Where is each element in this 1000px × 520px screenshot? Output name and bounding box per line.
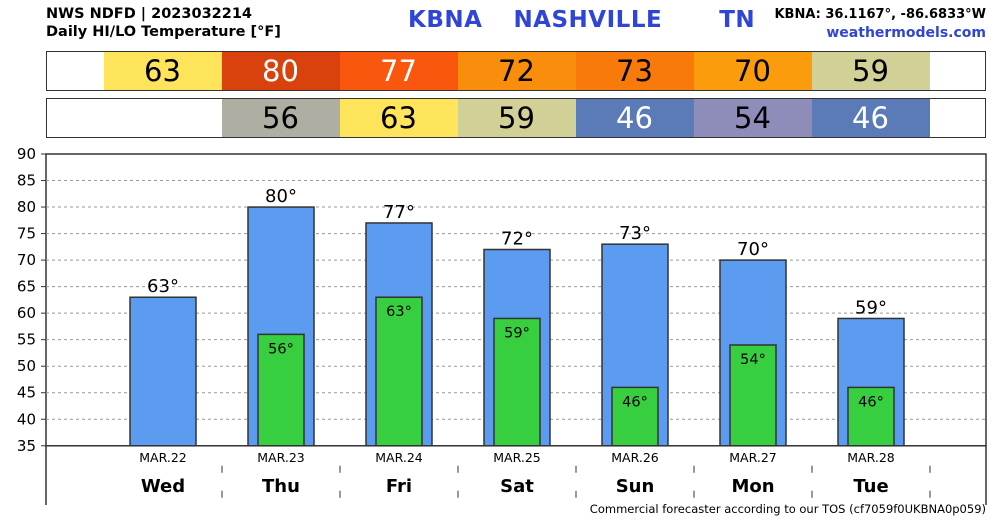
station-code: KBNA [408,7,483,33]
high-temp-label: 80° [265,186,297,207]
low-temp-label: 56° [268,341,294,357]
station-coords: KBNA: 36.1167°, -86.6833°W [774,7,986,22]
high-temp-bar [129,296,197,447]
location-title: KBNA NASHVILLE TN [408,7,755,33]
high-strip-cell-mar-27: 70 [693,52,812,90]
low-temp-label: 54° [740,352,766,368]
y-tick-label: 85 [17,172,36,190]
high-strip-cell-mar-23: 80 [221,52,340,90]
low-temp-strip: 56 63 59 46 54 46 [46,98,986,138]
low-temp-label: 46° [622,394,648,410]
x-day-label: Tue [853,476,888,497]
header-right: KBNA: 36.1167°, -86.6833°W weathermodels… [774,6,986,42]
high-temp-label: 73° [619,223,651,244]
low-temp-label: 46° [858,394,884,410]
high-temp-label: 70° [737,239,769,260]
high-strip-cell-mar-24: 77 [339,52,458,90]
x-date-label: MAR.25 [493,450,540,465]
y-tick-label: 50 [17,357,36,375]
x-date-label: MAR.24 [375,450,423,465]
y-tick-label: 90 [17,145,36,163]
y-tick-label: 35 [17,437,36,455]
y-tick-label: 40 [17,410,36,428]
header-left: NWS NDFD | 2023032214 Daily HI/LO Temper… [46,5,281,41]
low-strip-cell-mar-25: 59 [457,99,576,137]
y-tick-label: 75 [17,225,36,243]
high-temp-label: 59° [855,297,887,318]
high-temp-label: 72° [501,228,533,249]
low-temp-label: 63° [386,304,412,320]
high-temp-strip: 63 80 77 72 73 70 59 [46,51,986,91]
city-name: NASHVILLE [513,7,663,33]
low-strip-cell-mar-27: 54 [693,99,812,137]
y-tick-label: 45 [17,384,36,402]
x-day-label: Mon [731,476,774,497]
low-temp-label: 59° [504,325,530,341]
x-day-label: Sun [616,476,655,497]
x-date-label: MAR.26 [611,450,659,465]
low-temp-bar [611,386,659,447]
x-date-label: MAR.23 [257,450,304,465]
y-tick-label: 70 [17,251,36,269]
high-strip-cell-mar-26: 73 [575,52,694,90]
x-day-label: Wed [141,476,185,497]
low-temp-bar [847,386,895,447]
high-temp-label: 63° [147,276,179,297]
low-strip-cell-mar-23: 56 [221,99,340,137]
high-strip-cell-mar-28: 59 [811,52,930,90]
state-code: TN [719,7,756,33]
y-tick-label: 55 [17,331,36,349]
model-run-label: NWS NDFD | 2023032214 [46,6,253,22]
high-strip-cell-mar-25: 72 [457,52,576,90]
y-tick-label: 80 [17,198,36,216]
site-link[interactable]: weathermodels.com [826,25,986,41]
low-temp-bar [257,333,305,447]
x-day-label: Fri [386,476,412,497]
high-temp-label: 77° [383,202,415,223]
x-date-label: MAR.28 [847,450,895,465]
low-strip-cell-mar-28: 46 [811,99,930,137]
x-date-label: MAR.27 [729,450,776,465]
x-date-label: MAR.22 [139,450,186,465]
low-temp-bar [729,344,777,447]
variable-label: Daily HI/LO Temperature [°F] [46,24,281,40]
footer-note: Commercial forecaster according to our T… [589,502,986,516]
y-tick-label: 65 [17,278,36,296]
low-temp-bar [375,296,423,447]
y-tick-label: 60 [17,304,36,322]
x-day-label: Sat [500,476,534,497]
low-temp-bar [493,317,541,447]
high-strip-cell-mar-22: 63 [103,52,222,90]
low-strip-cell-mar-24: 63 [339,99,458,137]
x-day-label: Thu [262,476,300,497]
low-strip-cell-mar-26: 46 [575,99,694,137]
